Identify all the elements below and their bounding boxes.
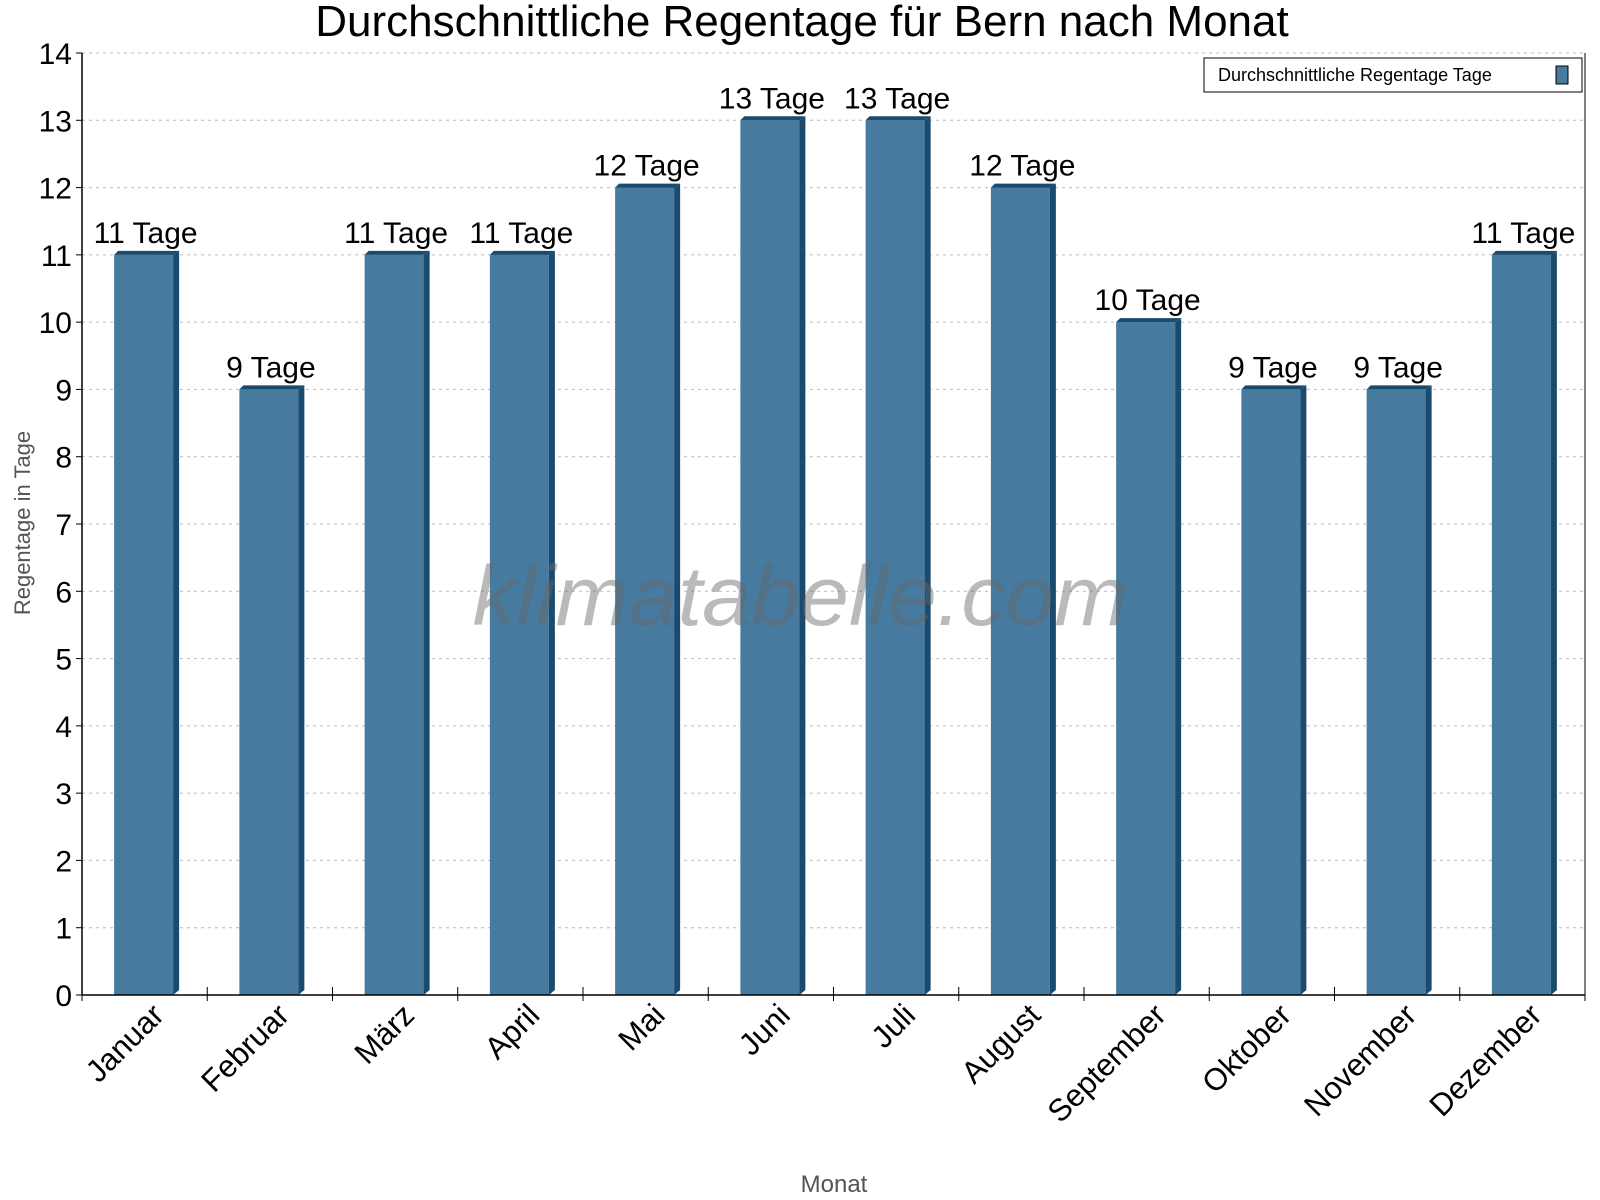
x-tick-label: Januar (79, 997, 171, 1089)
x-tick-label: Dezember (1422, 997, 1548, 1123)
data-label: 9 Tage (1228, 351, 1318, 384)
bar-top (1116, 318, 1182, 323)
bar-side (799, 116, 806, 996)
y-axis-label: Regentage in Tage (10, 431, 35, 615)
bar (1366, 389, 1426, 995)
bar-top (114, 250, 180, 255)
data-label: 12 Tage (969, 150, 1075, 183)
bar-side (1425, 385, 1432, 995)
bar (1116, 322, 1176, 996)
y-tick-label: 9 (55, 374, 72, 407)
y-tick-label: 6 (55, 576, 72, 609)
bar-side (674, 183, 681, 996)
bar-side (1550, 250, 1557, 995)
bar-top (364, 250, 430, 255)
bar (239, 389, 299, 995)
y-tick-label: 1 (55, 913, 72, 946)
data-label: 13 Tage (719, 82, 825, 115)
data-label: 11 Tage (94, 217, 198, 250)
legend-box (1203, 57, 1583, 93)
bar (1491, 254, 1551, 995)
y-tick-label: 5 (55, 644, 72, 677)
data-labels: 11 Tage 9 Tage 11 Tage 11 Tage 12 Tage 13 Tag… (94, 82, 1576, 384)
x-tick-label: Oktober (1195, 997, 1298, 1100)
x-tick-label: November (1297, 997, 1423, 1123)
y-tick-label: 0 (55, 980, 72, 1013)
y-tick-label: 11 (41, 240, 72, 273)
legend-label: Durchschnittliche Regentage Tage (1218, 65, 1492, 85)
legend: Durchschnittliche Regentage Tage (1203, 57, 1583, 93)
legend-swatch (1555, 65, 1569, 85)
y-tick-label: 2 (55, 845, 72, 878)
x-tick-label: Juli (864, 997, 922, 1055)
bar-top (1241, 385, 1307, 390)
x-tick-label: Mai (612, 997, 672, 1057)
bar-side (298, 385, 305, 995)
bar-side (548, 250, 555, 995)
x-tick-label: April (478, 997, 547, 1066)
data-label: 12 Tage (594, 150, 700, 183)
x-tick-label: August (954, 997, 1047, 1090)
data-label: 11 Tage (344, 217, 448, 250)
bar (1241, 389, 1301, 995)
bar-side (173, 250, 180, 995)
bar-top (1366, 385, 1432, 390)
bar-top (239, 385, 305, 390)
bar (489, 254, 549, 995)
data-label: 13 Tage (844, 82, 950, 115)
bar-top (865, 116, 931, 121)
x-tick-label: März (348, 997, 421, 1070)
data-label: 9 Tage (1353, 351, 1443, 384)
y-tick-label: 12 (39, 173, 72, 206)
bar (615, 187, 675, 996)
chart-title: Durchschnittliche Regentage für Bern nac… (315, 0, 1288, 46)
y-tick-label: 14 (39, 38, 72, 71)
bar-top (740, 116, 806, 121)
gridlines (82, 52, 1585, 929)
bar-side (1175, 318, 1182, 996)
bar (990, 187, 1050, 996)
x-tick-label: September (1041, 997, 1173, 1129)
bar-side (1049, 183, 1056, 996)
bar (740, 120, 800, 996)
bar-top (1491, 250, 1557, 255)
bar-top (489, 250, 555, 255)
bar (364, 254, 424, 995)
y-tick-label: 10 (39, 307, 72, 340)
data-label: 10 Tage (1095, 284, 1201, 317)
y-tick-label: 4 (55, 711, 72, 744)
y-tick-label: 8 (55, 442, 72, 475)
data-label: 9 Tage (226, 351, 316, 384)
bar-top (615, 183, 681, 188)
bar (865, 120, 925, 996)
x-tick-label: Juni (732, 997, 797, 1062)
watermark: klimatabelle.com (473, 549, 1128, 643)
x-axis-label: Monat (801, 1171, 868, 1198)
y-tick-label: 13 (39, 105, 72, 138)
data-label: 11 Tage (469, 217, 573, 250)
bar-side (423, 250, 430, 995)
y-tick-label: 3 (55, 778, 72, 811)
bar (114, 254, 174, 995)
bar-top (990, 183, 1056, 188)
bar-side (924, 116, 931, 996)
data-label: 11 Tage (1471, 217, 1575, 250)
y-tick-label: 7 (55, 509, 72, 542)
bar-side (1300, 385, 1307, 995)
x-tick-label: Februar (194, 997, 296, 1099)
bars (114, 116, 1557, 996)
